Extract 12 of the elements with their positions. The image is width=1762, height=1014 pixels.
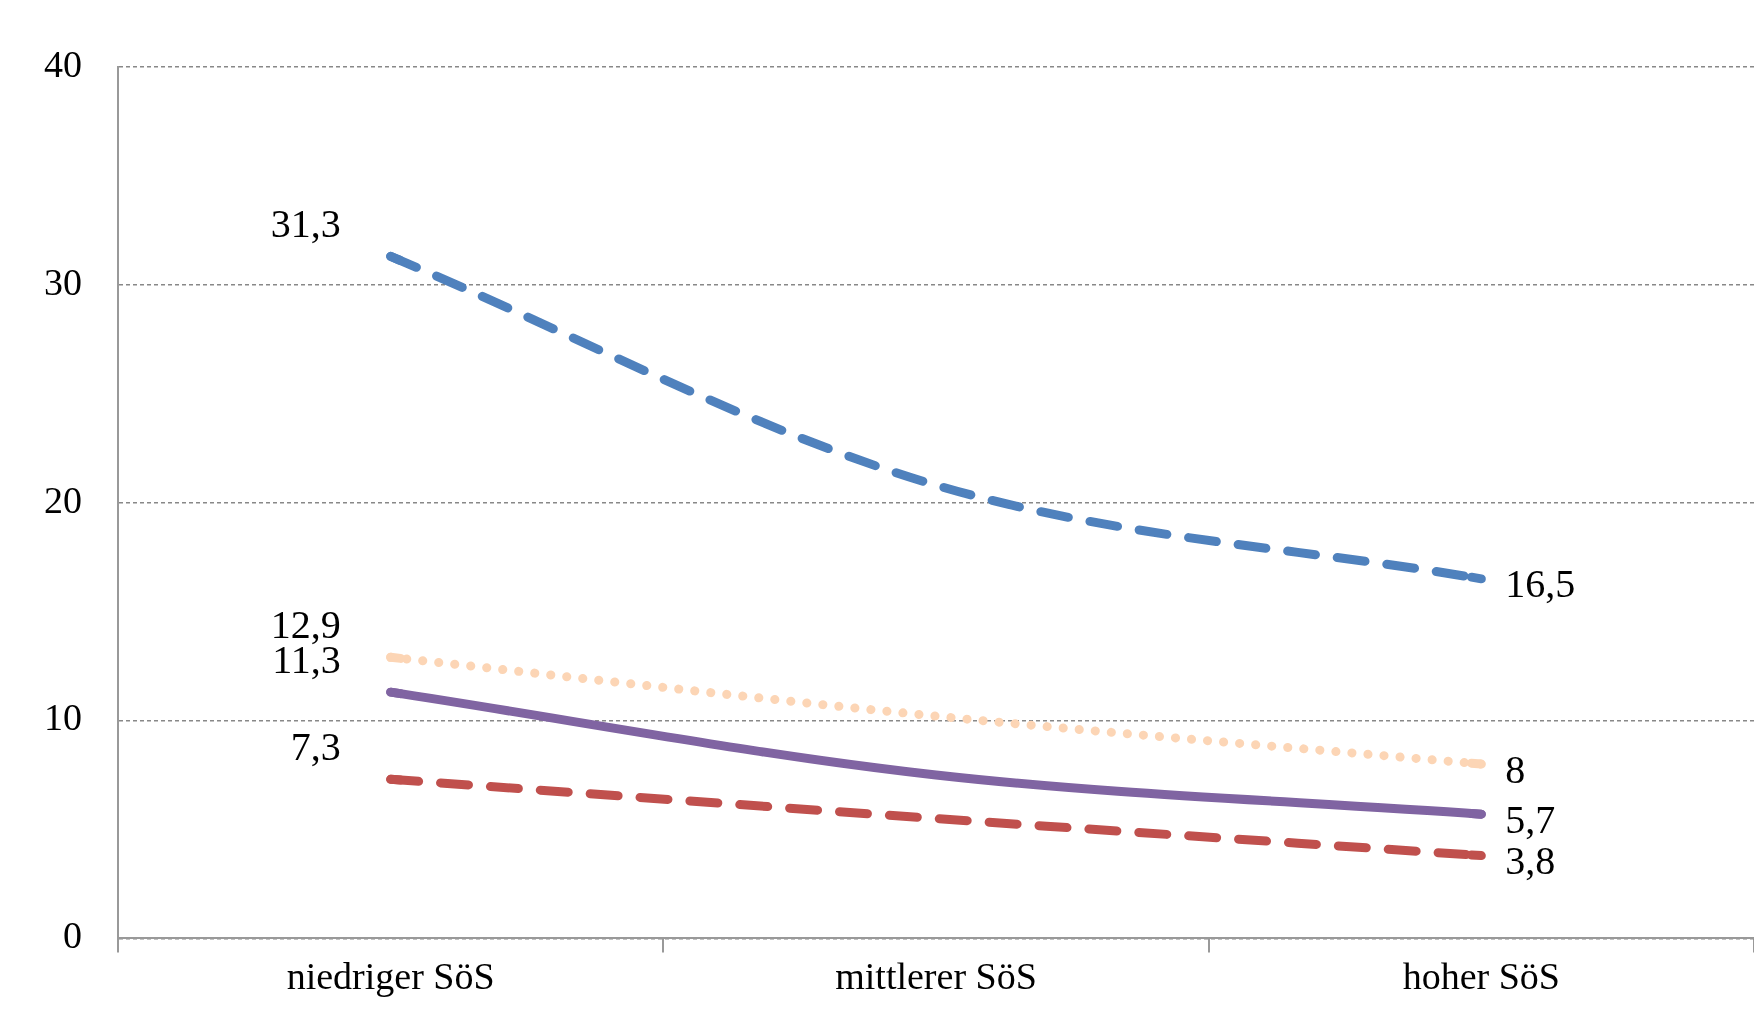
data-label: 16,5 xyxy=(1505,561,1576,607)
y-tick-label: 20 xyxy=(44,478,82,521)
data-label: 8 xyxy=(1505,746,1526,792)
data-label: 7,3 xyxy=(290,723,341,769)
y-tick-label: 10 xyxy=(44,696,82,739)
data-label: 31,3 xyxy=(270,200,341,246)
y-tick-label: 40 xyxy=(44,42,82,85)
y-tick-label: 30 xyxy=(44,260,82,303)
x-tick-label: hoher SöS xyxy=(1402,955,1560,998)
x-tick-label: niedriger SöS xyxy=(286,955,495,998)
x-tick-label: mittlerer SöS xyxy=(835,955,1037,998)
y-tick-label: 0 xyxy=(63,914,82,957)
